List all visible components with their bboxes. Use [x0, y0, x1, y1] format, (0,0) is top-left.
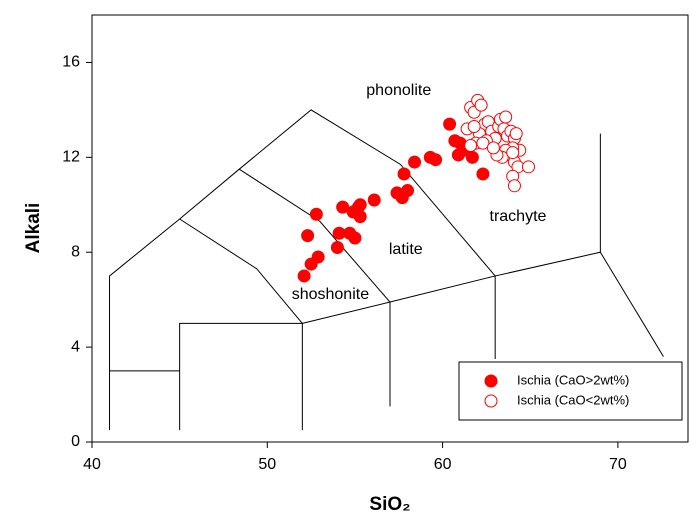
data-point	[464, 138, 478, 152]
data-point	[429, 153, 443, 167]
legend-marker	[484, 374, 498, 388]
y-tick-label: 12	[62, 149, 80, 166]
y-tick-label: 0	[71, 433, 80, 450]
data-point	[465, 150, 479, 164]
data-point	[474, 98, 488, 112]
y-axis-label: Alkali	[23, 203, 44, 254]
data-point	[367, 193, 381, 207]
field-label: shoshonite	[292, 286, 369, 303]
data-point	[351, 200, 365, 214]
y-tick-label: 8	[71, 243, 80, 260]
data-point	[476, 167, 490, 181]
legend-label: Ischia (CaO>2wt%)	[517, 372, 629, 387]
data-point	[486, 141, 500, 155]
field-label: latite	[389, 241, 423, 258]
field-boundary	[179, 322, 303, 431]
data-point	[401, 184, 415, 198]
field-boundary	[238, 168, 391, 303]
data-point	[467, 119, 481, 133]
y-tick-label: 16	[62, 54, 80, 71]
field-label: trachyte	[490, 208, 547, 225]
data-point	[453, 136, 467, 150]
data-point	[506, 146, 520, 160]
data-point	[408, 155, 422, 169]
x-axis-label: SiO₂	[369, 494, 410, 515]
data-point	[297, 269, 311, 283]
data-point	[521, 160, 535, 174]
field-boundary	[302, 251, 664, 357]
x-tick-label: 60	[434, 456, 452, 473]
data-point	[330, 240, 344, 254]
data-point	[301, 229, 315, 243]
field-boundary	[179, 218, 303, 324]
data-point	[397, 167, 411, 181]
data-point	[311, 250, 325, 264]
legend-marker	[484, 394, 498, 408]
x-tick-label: 50	[258, 456, 276, 473]
plot-frame	[91, 14, 689, 443]
data-point	[348, 231, 362, 245]
data-point	[507, 179, 521, 193]
data-point	[509, 127, 523, 141]
x-tick-label: 70	[609, 456, 627, 473]
field-label: phonolite	[366, 82, 431, 99]
data-point	[476, 136, 490, 150]
x-tick-label: 40	[83, 456, 101, 473]
data-point	[443, 117, 457, 131]
legend-box	[458, 361, 683, 421]
data-point	[499, 110, 513, 124]
data-point	[309, 207, 323, 221]
data-point	[336, 200, 350, 214]
y-tick-label: 4	[71, 338, 80, 355]
legend-label: Ischia (CaO<2wt%)	[517, 392, 629, 407]
